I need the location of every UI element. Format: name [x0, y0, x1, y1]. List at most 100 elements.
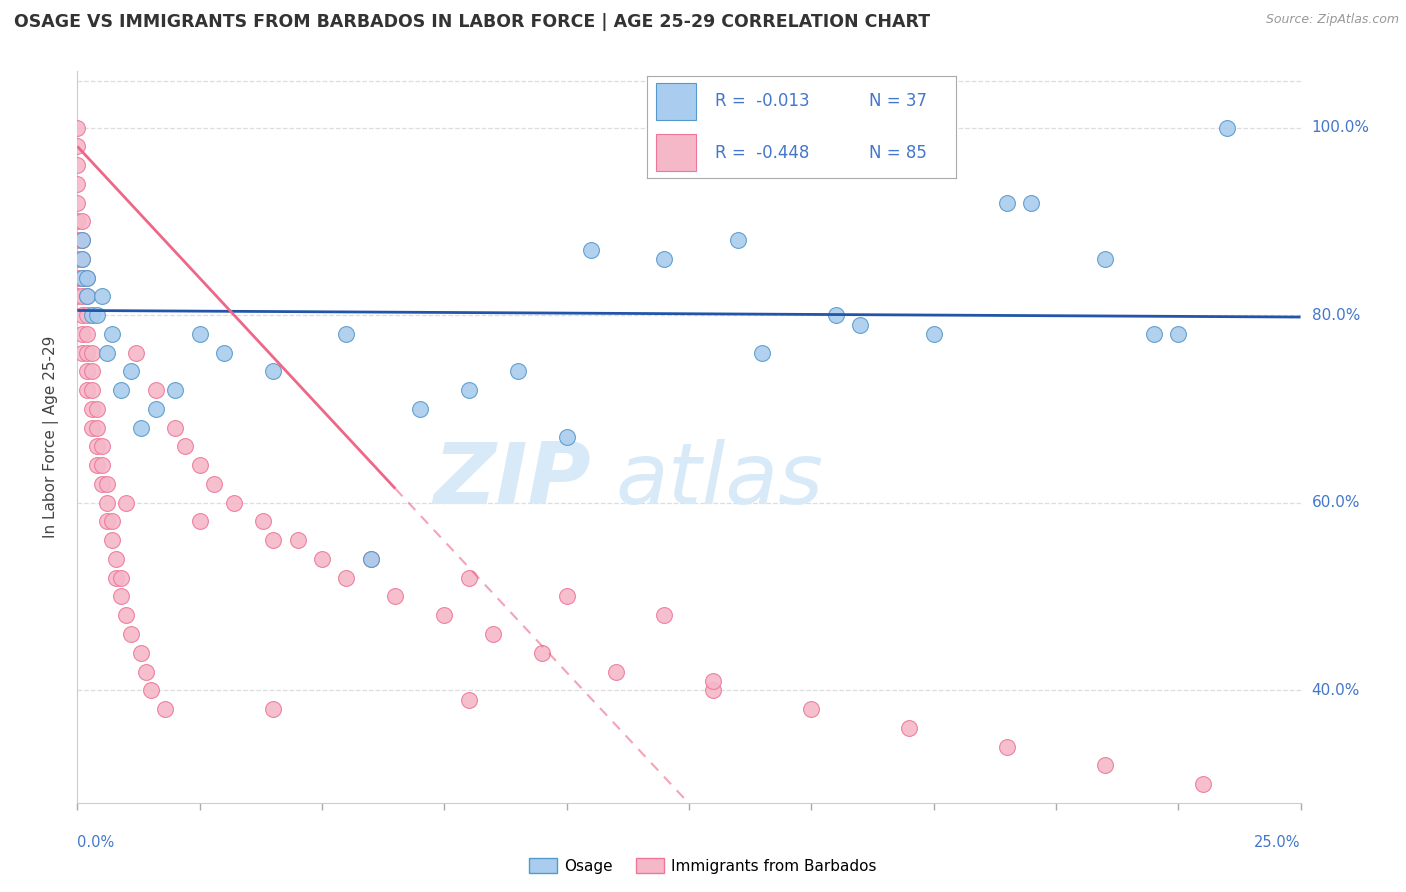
- Point: [100, 515, 122, 529]
- Text: 60.0%: 60.0%: [1312, 495, 1360, 510]
- Text: ZIP: ZIP: [433, 440, 591, 523]
- Point: [120, 627, 142, 641]
- Point: [409, 401, 432, 416]
- Point: [898, 721, 921, 735]
- Point: [76, 289, 98, 303]
- Point: [66, 233, 89, 247]
- Point: [70, 326, 93, 341]
- Point: [506, 364, 529, 378]
- Point: [360, 552, 382, 566]
- Point: [66, 252, 89, 266]
- Point: [1143, 326, 1166, 341]
- Point: [70, 252, 93, 266]
- Point: [262, 702, 284, 716]
- Point: [212, 345, 235, 359]
- Point: [66, 158, 89, 172]
- Text: Source: ZipAtlas.com: Source: ZipAtlas.com: [1265, 13, 1399, 27]
- Point: [155, 702, 177, 716]
- Point: [335, 571, 357, 585]
- Text: 80.0%: 80.0%: [1312, 308, 1360, 323]
- Point: [457, 571, 479, 585]
- Point: [70, 289, 93, 303]
- Point: [80, 308, 103, 322]
- Point: [76, 270, 98, 285]
- Point: [457, 383, 479, 397]
- Point: [76, 308, 98, 322]
- Point: [135, 665, 157, 679]
- Point: [66, 120, 89, 135]
- Text: atlas: atlas: [616, 440, 824, 523]
- Point: [262, 533, 284, 548]
- Point: [115, 496, 138, 510]
- Point: [165, 420, 187, 434]
- Point: [129, 646, 152, 660]
- Point: [80, 401, 103, 416]
- Point: [80, 420, 103, 434]
- Point: [125, 345, 148, 359]
- Point: [86, 420, 108, 434]
- Point: [76, 383, 98, 397]
- Point: [702, 673, 724, 688]
- Point: [531, 646, 554, 660]
- Text: 25.0%: 25.0%: [1254, 836, 1301, 850]
- Point: [86, 440, 108, 454]
- Point: [105, 571, 128, 585]
- Point: [115, 608, 138, 623]
- Point: [995, 739, 1018, 754]
- Point: [76, 345, 98, 359]
- Point: [1191, 777, 1213, 791]
- Point: [1094, 758, 1116, 772]
- Point: [165, 383, 187, 397]
- Point: [849, 318, 872, 332]
- Point: [482, 627, 505, 641]
- Point: [76, 270, 98, 285]
- Point: [433, 608, 456, 623]
- Point: [995, 195, 1018, 210]
- Point: [70, 270, 93, 285]
- Point: [96, 345, 118, 359]
- Point: [262, 364, 284, 378]
- Point: [1094, 252, 1116, 266]
- Point: [66, 139, 89, 153]
- Point: [1021, 195, 1043, 210]
- Point: [110, 571, 132, 585]
- Point: [252, 515, 274, 529]
- Point: [145, 383, 167, 397]
- Point: [174, 440, 197, 454]
- Text: OSAGE VS IMMIGRANTS FROM BARBADOS IN LABOR FORCE | AGE 25-29 CORRELATION CHART: OSAGE VS IMMIGRANTS FROM BARBADOS IN LAB…: [14, 13, 931, 31]
- Point: [70, 233, 93, 247]
- Point: [105, 552, 128, 566]
- Point: [96, 477, 118, 491]
- Point: [110, 590, 132, 604]
- Point: [702, 683, 724, 698]
- Point: [727, 233, 749, 247]
- Point: [335, 326, 357, 341]
- Point: [922, 326, 945, 341]
- Point: [824, 308, 846, 322]
- Point: [139, 683, 162, 698]
- Point: [70, 345, 93, 359]
- Point: [70, 270, 93, 285]
- Text: R =  -0.448: R = -0.448: [714, 144, 810, 161]
- Text: R =  -0.013: R = -0.013: [714, 93, 810, 111]
- Point: [66, 177, 89, 191]
- Point: [66, 195, 89, 210]
- Point: [188, 515, 211, 529]
- Point: [384, 590, 406, 604]
- Text: 0.0%: 0.0%: [77, 836, 114, 850]
- Point: [76, 326, 98, 341]
- Point: [654, 608, 676, 623]
- Point: [188, 458, 211, 473]
- Text: 40.0%: 40.0%: [1312, 682, 1360, 698]
- Point: [70, 308, 93, 322]
- Point: [80, 345, 103, 359]
- Point: [579, 243, 602, 257]
- Point: [311, 552, 333, 566]
- Point: [80, 383, 103, 397]
- Point: [76, 289, 98, 303]
- Point: [86, 308, 108, 322]
- Point: [120, 364, 142, 378]
- Bar: [657, 135, 696, 171]
- Point: [1167, 326, 1189, 341]
- Point: [129, 420, 152, 434]
